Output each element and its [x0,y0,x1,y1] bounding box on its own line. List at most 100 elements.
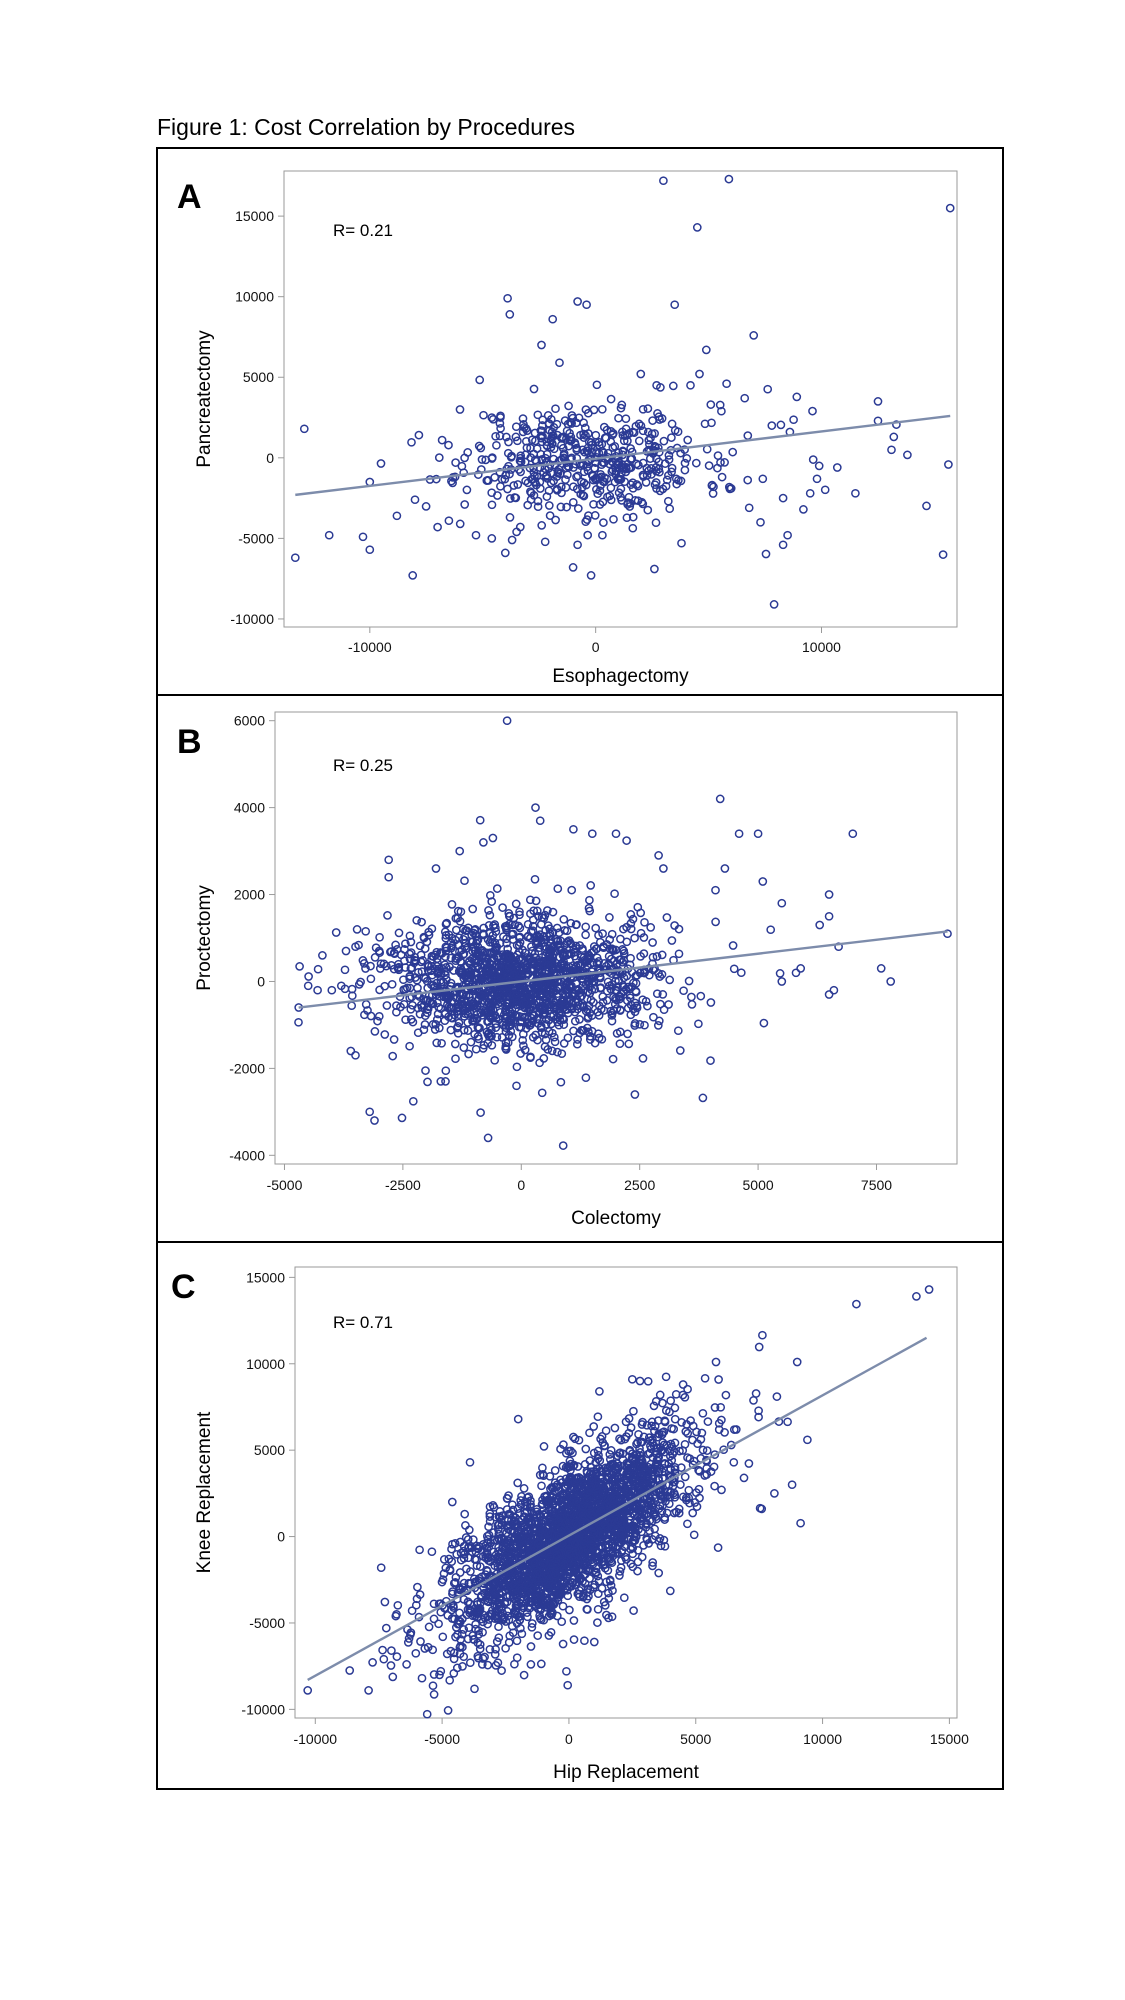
data-point [436,1607,446,1617]
data-point [702,1446,712,1455]
data-point [653,1021,663,1030]
data-point [373,1016,382,1026]
data-point [538,421,547,430]
data-point [531,803,540,812]
data-point [588,475,598,485]
data-point [540,537,550,547]
data-point [658,1398,667,1408]
panel-letter: C [171,1268,196,1306]
data-point [652,989,662,999]
data-point [451,1572,461,1582]
data-point [616,989,626,999]
y-axis-title: Pancreatectomy [194,330,215,468]
data-point [683,1384,692,1394]
data-point [903,450,912,460]
data-point [490,1650,500,1659]
data-point [562,426,572,436]
data-point [542,440,552,450]
data-point [922,501,931,511]
data-point [490,1055,500,1065]
data-point [566,417,575,427]
data-point [591,923,601,933]
data-point [363,1006,372,1015]
data-point [606,427,616,436]
data-point [567,419,576,428]
data-point [487,948,496,958]
data-point [386,1661,396,1670]
data-point [594,1552,603,1562]
data-point [568,563,578,572]
data-point [455,1568,465,1577]
data-point [521,476,530,486]
data-point [394,965,404,975]
data-point [417,917,426,927]
data-point [674,949,684,959]
data-point [428,1645,438,1655]
data-point [852,1299,861,1309]
data-point [479,930,489,940]
data-point [433,522,442,532]
data-point [539,1054,549,1063]
data-point [370,1027,380,1036]
data-point [537,521,547,530]
data-point [686,380,695,390]
data-point [650,564,659,574]
data-point [313,985,322,995]
data-point [714,1418,724,1428]
data-point [407,1606,417,1616]
data-point [598,1543,607,1552]
regression-line [295,414,951,497]
data-point [682,454,692,463]
data-point [458,950,468,960]
data-point [414,967,423,977]
plot-frame [274,711,958,1165]
data-point [530,1602,540,1611]
data-point [447,1614,457,1623]
data-point [581,930,590,940]
data-point [589,1448,599,1458]
data-point [470,1029,479,1039]
data-point [615,471,625,481]
data-point [751,1389,761,1398]
data-point [441,1066,451,1076]
data-point [715,794,725,804]
data-point [680,465,690,475]
data-point [536,1023,546,1033]
data-point [700,419,710,429]
data-point [612,959,622,969]
data-point [559,915,569,924]
data-point [498,903,507,912]
data-point [594,1576,604,1586]
data-point [365,1107,375,1117]
data-point [749,331,759,340]
data-point [465,1608,475,1618]
data-point [602,425,612,435]
data-point [518,427,528,437]
data-point [517,1492,526,1501]
data-point [651,466,661,476]
data-point [563,1033,573,1043]
data-point [565,428,574,438]
data-point [488,833,498,843]
data-point [636,928,646,938]
data-point [606,483,616,493]
data-point [354,980,364,989]
data-point [458,1662,467,1671]
y-tick-label: 2000 [234,887,265,903]
data-point [479,410,488,420]
data-point [605,913,614,922]
data-point [615,1039,625,1049]
data-point [445,1675,455,1685]
data-point [375,985,384,995]
data-point [352,925,362,934]
data-point [622,836,631,845]
data-point [482,1027,492,1037]
data-point [476,1108,485,1117]
data-point [512,940,522,950]
data-point [562,926,572,936]
data-point [649,1507,659,1517]
data-point [639,933,649,942]
data-point [547,433,557,443]
x-tick-label: -5000 [267,1177,303,1193]
